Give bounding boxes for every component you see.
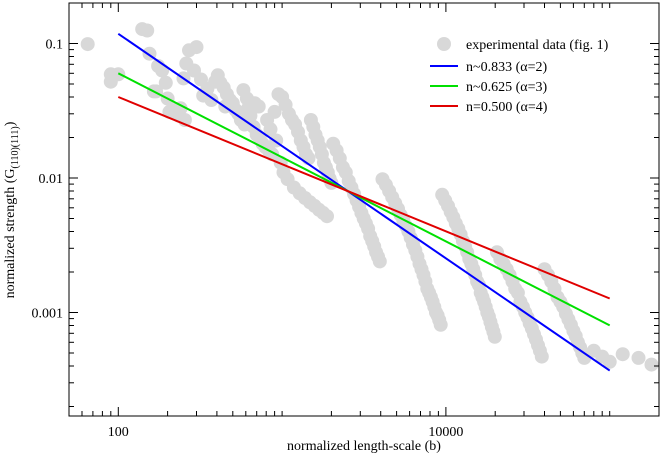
x-tick-label-10000: 10000	[428, 425, 463, 440]
scatter-point-178	[615, 347, 630, 362]
legend-scatter-label: experimental data (fig. 1)	[466, 38, 609, 53]
fit-lines	[117, 32, 611, 372]
scatter-point-158	[534, 349, 549, 364]
scatter-point-11	[158, 75, 173, 90]
scatter-point-10	[155, 63, 170, 78]
scatter-point-16	[173, 101, 188, 116]
x-axis-ticks: 100 10000	[68, 3, 660, 440]
y-axis-title: normalized strength (G(110)(111))	[3, 121, 21, 298]
scatter-point-0	[80, 37, 95, 52]
fit-line-n0625	[117, 72, 611, 327]
scatter-point-203	[320, 209, 334, 224]
y-tick-label-0.1: 0.1	[46, 38, 64, 53]
scatter-point-139	[487, 329, 502, 344]
scatter-point-189	[251, 99, 266, 114]
y-tick-label-0.001: 0.001	[32, 307, 64, 322]
scatter-point-19	[189, 40, 204, 55]
fit-line-n0833	[117, 32, 611, 372]
x-tick-label-100: 100	[108, 425, 129, 440]
y-axis-title-main: normalized strength (G	[3, 169, 18, 299]
legend-scatter-marker	[437, 37, 451, 51]
y-tick-label-0.01: 0.01	[39, 172, 64, 187]
y-axis-title-subscript: (110)(111)	[10, 126, 21, 168]
scatter-point-184	[204, 93, 219, 107]
legend: experimental data (fig. 1) n~0.833 (α=2)…	[430, 37, 609, 115]
legend-label-n0833: n~0.833 (α=2)	[466, 60, 547, 75]
legend-label-n0500: n=0.500 (α=4)	[466, 100, 548, 115]
legend-label-n0625: n~0.625 (α=3)	[466, 80, 547, 95]
scatter-point-35	[243, 108, 258, 123]
scatter-point-182	[179, 56, 194, 71]
scatter-point-112	[433, 317, 448, 332]
plot-frame	[68, 2, 660, 417]
scatter-point-177	[602, 354, 617, 369]
scatter-point-191	[263, 122, 278, 137]
scatter-point-5	[140, 23, 155, 38]
scatter-point-180	[644, 357, 659, 372]
scatter-point-85	[372, 254, 387, 269]
x-axis-title: normalized length-scale (b)	[287, 439, 441, 454]
scatter-point-179	[631, 350, 646, 365]
y-axis-title-close: )	[3, 121, 18, 126]
fit-line-n0500	[117, 96, 611, 300]
y-axis-ticks: 0.001 0.01 0.1	[32, 2, 659, 407]
